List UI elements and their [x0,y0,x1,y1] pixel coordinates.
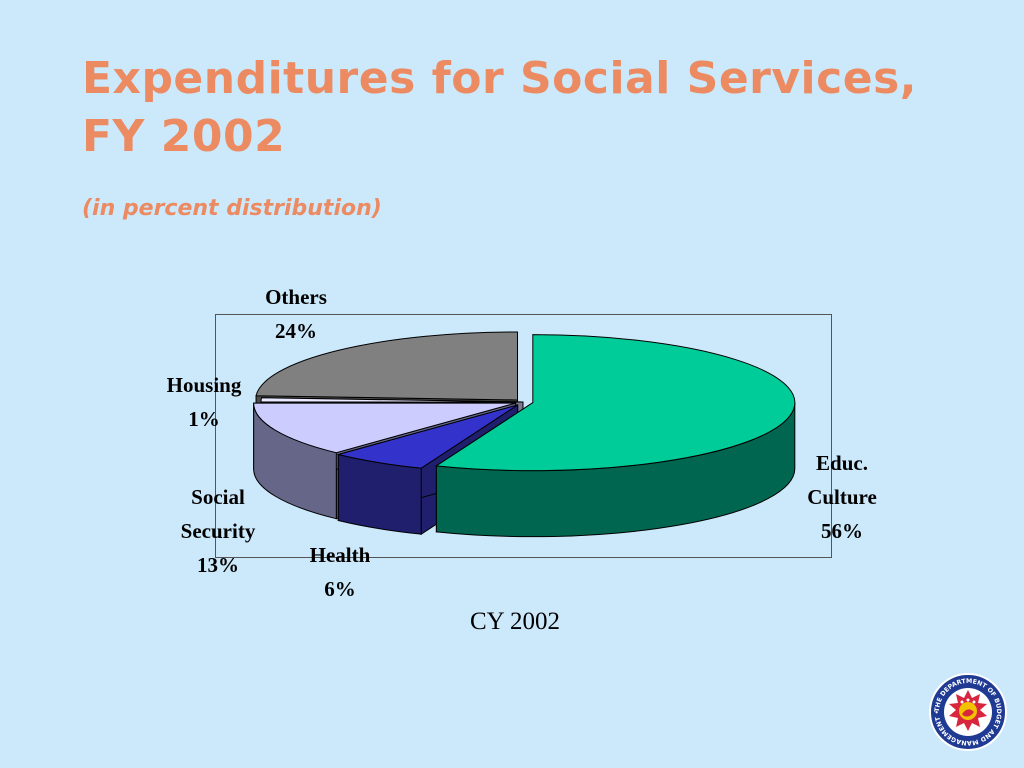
slice-label-educ-culture: Educ. Culture 56% [780,446,904,548]
slice-label-health: Health 6% [290,538,390,606]
title-line-2: FY 2002 [82,111,286,162]
slice-label-housing: Housing 1% [146,368,262,436]
title-line-1: Expenditures for Social Services, [82,53,917,104]
slice-label-educ-culture-line1: Educ. [816,451,868,475]
slice-educ-culture [434,334,796,472]
slice-label-housing-line1: Housing [166,373,242,397]
slice-pct-housing: 1% [188,407,220,431]
slice-label-social-security-line2: Security [180,519,256,543]
slice-label-others: Others 24% [246,280,346,348]
plot-area-frame [215,314,832,558]
slice-label-social-security: Social Security 13% [160,480,276,582]
chart-caption: CY 2002 [469,608,561,635]
slice-pct-social-security: 13% [197,553,239,577]
slice-pct-others: 24% [275,319,317,343]
slice-label-social-security-line1: Social [191,485,245,509]
slice-health [336,404,518,469]
slice-label-others-line1: Others [265,285,327,309]
slice-label-health-line1: Health [309,543,371,567]
slice-pct-educ-culture: 56% [821,519,863,543]
slice-label-educ-culture-line2: Culture [807,485,877,509]
slide-title: Expenditures for Social Services, FY 200… [82,50,917,166]
slice-social-security [253,402,516,454]
slide-subtitle: (in percent distribution) [82,196,382,221]
slice-others [255,331,519,401]
dbm-seal-logo: THE DEPARTMENT OF BUDGET AND MANAGEMENT … [928,672,1007,751]
slice-housing [260,397,524,403]
slice-pct-health: 6% [324,577,356,601]
